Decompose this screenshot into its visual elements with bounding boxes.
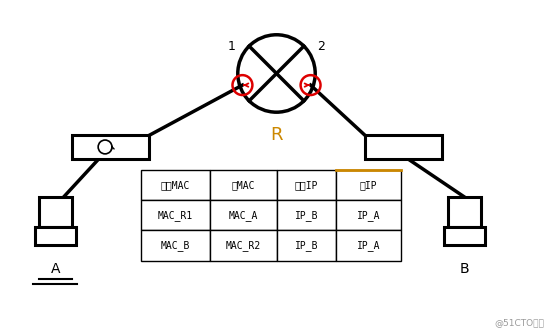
Text: MAC_B: MAC_B [161, 240, 190, 251]
Bar [141, 200, 210, 230]
Bar [448, 197, 481, 227]
Bar [210, 200, 278, 230]
Bar [141, 230, 210, 261]
Text: IP_A: IP_A [357, 240, 380, 251]
Bar [210, 170, 278, 200]
Text: MAC_A: MAC_A [229, 210, 258, 221]
Bar [39, 197, 72, 227]
Text: B: B [460, 262, 469, 276]
Text: A: A [50, 262, 60, 276]
Text: 目标MAC: 目标MAC [161, 180, 190, 190]
Bar [278, 170, 336, 200]
Text: IP_A: IP_A [357, 210, 380, 221]
Text: 源IP: 源IP [359, 180, 377, 190]
Text: R: R [270, 126, 283, 144]
Bar [336, 170, 401, 200]
Bar [210, 230, 278, 261]
Text: 1: 1 [228, 40, 236, 53]
Bar [336, 230, 401, 261]
Text: 目标IP: 目标IP [295, 180, 319, 190]
Bar [72, 135, 149, 159]
Text: 源MAC: 源MAC [232, 180, 255, 190]
Bar [278, 230, 336, 261]
Text: IP_B: IP_B [295, 240, 319, 251]
Text: MAC_R2: MAC_R2 [226, 240, 262, 251]
Text: @51CTO博客: @51CTO博客 [495, 318, 545, 327]
Bar [278, 200, 336, 230]
Text: IP_B: IP_B [295, 210, 319, 221]
Bar [336, 200, 401, 230]
Text: 2: 2 [317, 40, 325, 53]
Text: MAC_R1: MAC_R1 [158, 210, 193, 221]
Bar [141, 170, 210, 200]
Bar [444, 227, 485, 245]
Bar [34, 227, 76, 245]
Bar [365, 135, 442, 159]
